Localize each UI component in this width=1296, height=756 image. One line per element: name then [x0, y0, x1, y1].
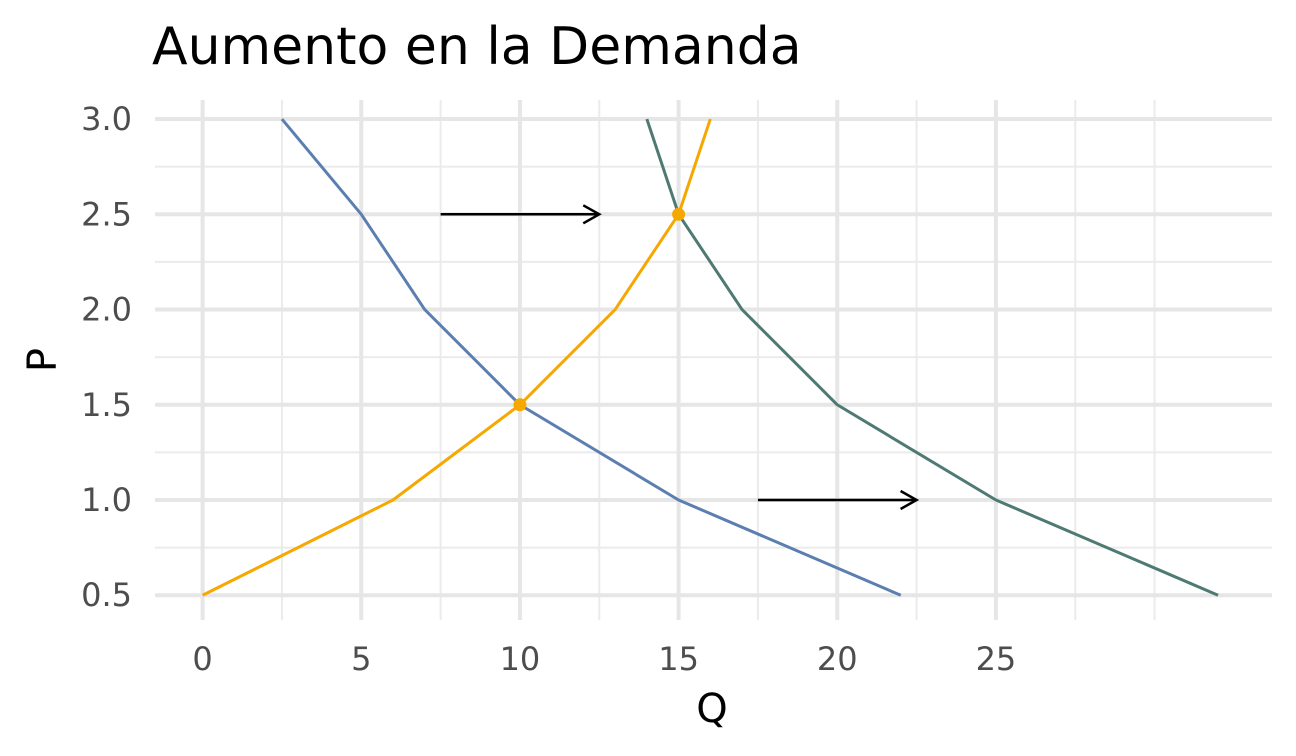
equilibrium-point	[513, 398, 527, 412]
x-tick-label: 15	[658, 640, 699, 678]
equilibrium-point	[672, 207, 686, 221]
y-axis-label: P	[20, 348, 66, 372]
x-axis-label: Q	[696, 686, 727, 732]
x-tick-label: 25	[976, 640, 1017, 678]
y-tick-label: 2.0	[81, 291, 132, 329]
x-tick-label: 0	[192, 640, 212, 678]
y-ticks: 0.5 1.0 1.5 2.0 2.5 3.0	[81, 100, 132, 614]
y-tick-label: 1.0	[81, 481, 132, 519]
points-group	[513, 207, 686, 412]
shift-arrow-head	[899, 489, 920, 511]
arrows-group	[440, 204, 920, 511]
chart-title: Aumento en la Demanda	[152, 17, 802, 77]
y-tick-label: 1.5	[81, 386, 132, 424]
x-ticks: 0 5 10 15 20 25	[192, 640, 1016, 678]
x-tick-label: 5	[351, 640, 371, 678]
series-line-2	[645, 118, 1219, 597]
series-group	[201, 118, 1219, 597]
series-line-3	[201, 118, 712, 597]
x-tick-label: 10	[500, 640, 541, 678]
x-tick-label: 20	[817, 640, 858, 678]
shift-arrow-head	[582, 204, 602, 225]
y-tick-label: 0.5	[81, 576, 132, 614]
y-tick-label: 2.5	[81, 195, 132, 233]
grid	[155, 100, 1272, 620]
series-line-1	[280, 118, 902, 597]
y-tick-label: 3.0	[81, 100, 132, 138]
